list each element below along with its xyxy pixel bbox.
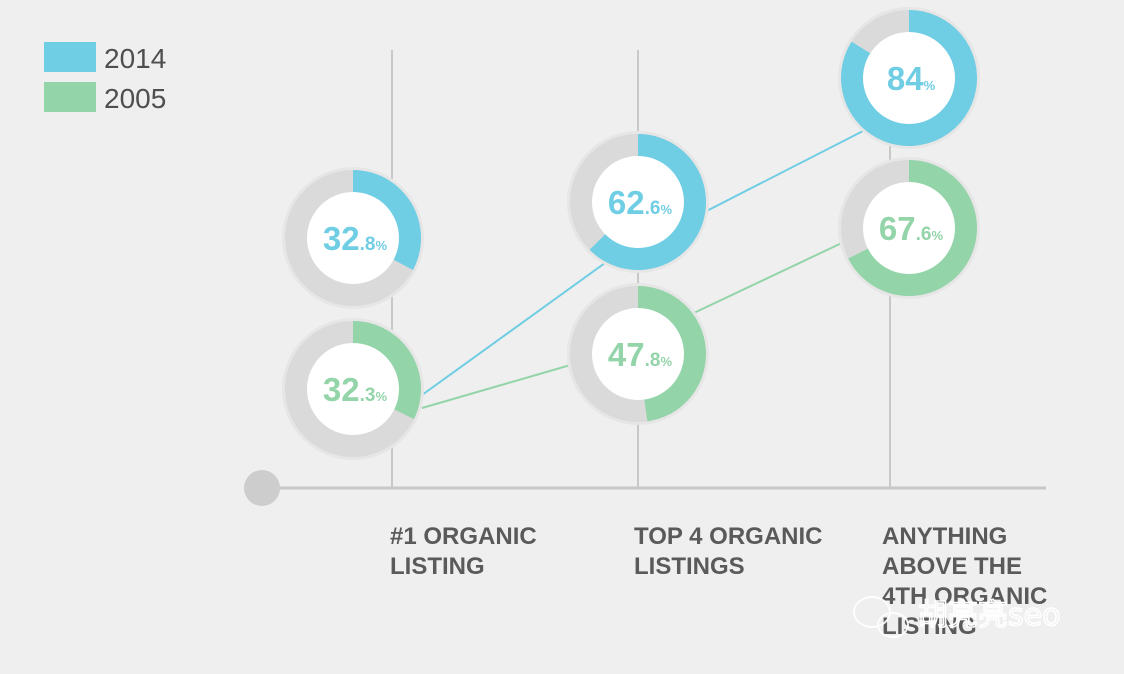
legend-swatch-2005: [44, 82, 96, 112]
watermark-text: 胡亮亮seo: [918, 598, 1060, 633]
category-label: ANYTHING: [882, 523, 1007, 550]
donut-value-arc: [840, 10, 978, 146]
category-label: LISTINGS: [634, 553, 745, 580]
category-labels: #1 ORGANIC LISTING TOP 4 ORGANIC LISTINGS AN…: [390, 523, 1047, 640]
category-label: #1 ORGANIC: [390, 523, 537, 550]
data-label: 32.3%: [323, 371, 388, 408]
donut-center: [307, 192, 399, 284]
donut-value-arc: [353, 170, 422, 271]
data-label: 47.8%: [608, 336, 673, 373]
data-label: 67.6%: [879, 210, 944, 247]
wechat-bubble: [853, 596, 891, 628]
wechat-bubble: [877, 612, 909, 638]
legend: 2014 2005: [44, 42, 166, 114]
donut-2005-1: 32.3%: [282, 318, 424, 460]
legend-label-2005: 2005: [104, 83, 166, 114]
donut-value-arc: [638, 286, 706, 422]
legend-label-2014: 2014: [104, 43, 166, 74]
donut-center: [592, 156, 684, 248]
data-label: 62.6%: [608, 184, 673, 221]
donut-value-arc: [589, 134, 706, 270]
donut-center: [307, 343, 399, 435]
donut-2014-1: 32.8%: [282, 167, 424, 309]
category-label: 4TH ORGANIC: [882, 583, 1047, 610]
data-label: 32.8%: [323, 220, 388, 257]
donut-center: [863, 32, 955, 124]
donut-2005-2: 47.8%: [567, 283, 709, 425]
donut-2014-3: 84%: [838, 7, 980, 149]
donut-2005-3: 67.6%: [838, 157, 980, 299]
legend-swatch-2014: [44, 42, 96, 72]
donut-2014-2: 62.6%: [567, 131, 709, 273]
wechat-icon: [853, 596, 909, 638]
donut-value-arc: [353, 321, 421, 420]
watermark: 胡亮亮seo: [853, 596, 1061, 638]
category-label: ABOVE THE: [882, 553, 1022, 580]
category-label: TOP 4 ORGANIC: [634, 523, 822, 550]
donut-center: [863, 182, 955, 274]
series-markers: 32.8% 62.6% 84% 32.3% 47.8% 67.6%: [282, 7, 980, 460]
donut-center: [592, 308, 684, 400]
category-label: LISTING: [390, 553, 485, 580]
data-label: 84%: [887, 60, 936, 97]
axis-origin-dot: [244, 470, 280, 506]
